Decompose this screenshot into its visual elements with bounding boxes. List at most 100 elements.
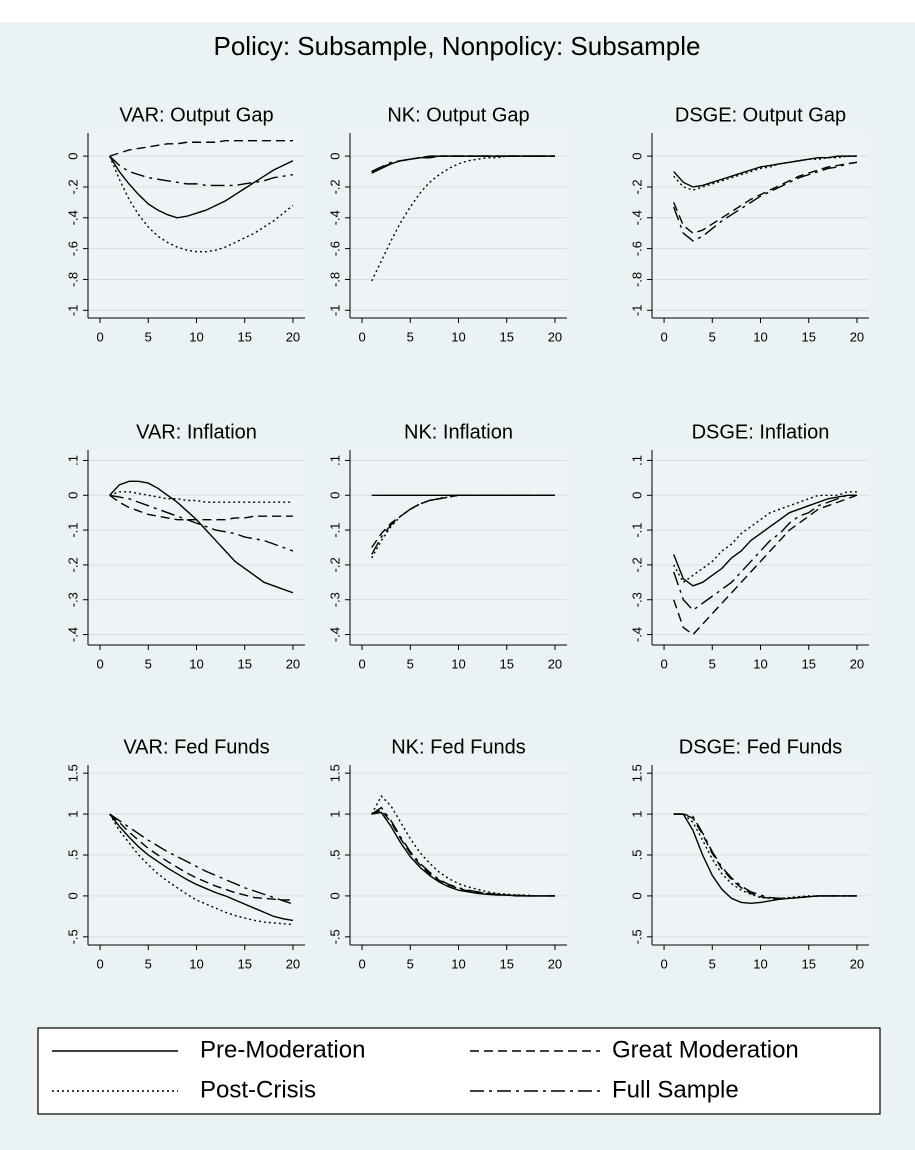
y-tick-label: .5 xyxy=(629,850,644,861)
series-line xyxy=(673,494,858,636)
x-tick-label: 15 xyxy=(499,329,513,344)
y-tick-label: -.3 xyxy=(327,592,342,607)
x-tick-label: 5 xyxy=(407,956,414,971)
x-tick-label: 15 xyxy=(801,329,815,344)
y-tick-label: -.3 xyxy=(629,592,644,607)
y-tick-label: -.6 xyxy=(65,241,80,256)
series-line xyxy=(673,155,857,191)
series-line xyxy=(673,813,857,900)
x-tick-label: 0 xyxy=(96,329,103,344)
y-tick-label: 1.5 xyxy=(327,764,342,782)
y-tick-label: -.6 xyxy=(629,241,644,256)
y-tick-label: 0 xyxy=(65,492,80,499)
x-tick-label: 0 xyxy=(358,656,365,671)
y-tick-label: .5 xyxy=(65,850,80,861)
y-tick-label: -.1 xyxy=(65,523,80,538)
panel-title: VAR: Fed Funds xyxy=(123,736,269,758)
top-strip xyxy=(0,0,915,22)
x-tick-label: 15 xyxy=(801,656,815,671)
x-tick-label: 10 xyxy=(753,329,767,344)
y-tick-label: -.4 xyxy=(327,627,342,642)
y-tick-label: 0 xyxy=(327,492,342,499)
series-line xyxy=(109,494,293,521)
x-tick-label: 0 xyxy=(358,329,365,344)
y-tick-label: -.4 xyxy=(327,210,342,225)
x-tick-label: 15 xyxy=(237,656,251,671)
plot-area xyxy=(88,133,305,318)
series-line xyxy=(109,155,294,253)
series-line xyxy=(371,494,555,555)
x-tick-label: 0 xyxy=(96,956,103,971)
series-line xyxy=(109,155,294,187)
y-tick-label: -.8 xyxy=(629,272,644,287)
series-line xyxy=(109,155,294,219)
x-tick-label: 15 xyxy=(237,329,251,344)
series-line xyxy=(673,155,857,188)
plot-area xyxy=(88,450,305,645)
y-tick-label: .5 xyxy=(327,850,342,861)
x-tick-label: 0 xyxy=(660,956,667,971)
x-tick-label: 15 xyxy=(499,656,513,671)
y-tick-label: -.4 xyxy=(629,627,644,642)
x-tick-label: 10 xyxy=(451,956,465,971)
panel-title: DSGE: Inflation xyxy=(692,421,830,443)
x-tick-label: 20 xyxy=(286,956,300,971)
x-tick-label: 5 xyxy=(709,329,716,344)
x-tick-label: 5 xyxy=(145,656,152,671)
y-tick-label: -.1 xyxy=(327,523,342,538)
y-tick-label: 1.5 xyxy=(629,764,644,782)
figure-title: Policy: Subsample, Nonpolicy: Subsample xyxy=(213,31,700,61)
y-tick-label: -.6 xyxy=(327,241,342,256)
y-tick-label: 1 xyxy=(629,810,644,817)
panel-title: DSGE: Fed Funds xyxy=(679,736,842,758)
x-tick-label: 20 xyxy=(850,329,864,344)
plot-area xyxy=(652,450,869,645)
y-tick-label: 0 xyxy=(629,492,644,499)
panel-title: DSGE: Output Gap xyxy=(675,104,846,126)
x-tick-label: 5 xyxy=(709,956,716,971)
plot-area xyxy=(350,450,567,645)
series-line xyxy=(109,480,294,594)
y-tick-label: -.1 xyxy=(629,523,644,538)
x-tick-label: 0 xyxy=(358,956,365,971)
x-tick-label: 20 xyxy=(548,956,562,971)
y-tick-label: -.4 xyxy=(65,627,80,642)
series-line xyxy=(109,140,293,157)
y-tick-label: 0 xyxy=(65,153,80,160)
series-line xyxy=(673,494,857,587)
panel-title: VAR: Output Gap xyxy=(119,104,273,126)
series-line xyxy=(371,494,555,548)
y-tick-label: .1 xyxy=(629,455,644,466)
y-tick-label: -.5 xyxy=(629,929,644,944)
x-tick-label: 10 xyxy=(189,956,203,971)
y-tick-label: 0 xyxy=(629,153,644,160)
series-line xyxy=(673,494,857,612)
y-tick-label: 0 xyxy=(327,153,342,160)
series-line xyxy=(673,491,857,584)
y-tick-label: 1 xyxy=(65,810,80,817)
y-tick-label: 1.5 xyxy=(65,764,80,782)
y-tick-label: -.5 xyxy=(65,929,80,944)
y-tick-label: -.2 xyxy=(629,179,644,194)
series-line xyxy=(673,161,858,242)
series-line xyxy=(673,813,857,900)
y-tick-label: -.2 xyxy=(327,557,342,572)
series-line xyxy=(109,813,294,922)
x-tick-label: 0 xyxy=(660,656,667,671)
x-tick-label: 10 xyxy=(451,329,465,344)
x-tick-label: 0 xyxy=(660,329,667,344)
x-tick-label: 10 xyxy=(451,656,465,671)
x-tick-label: 20 xyxy=(548,656,562,671)
series-line xyxy=(109,491,293,503)
x-tick-label: 10 xyxy=(753,656,767,671)
y-tick-label: 0 xyxy=(327,892,342,899)
panel-title: NK: Inflation xyxy=(404,421,513,443)
legend-label: Full Sample xyxy=(612,1076,739,1103)
y-tick-label: .1 xyxy=(65,455,80,466)
series-line xyxy=(109,494,294,552)
panel-title: VAR: Inflation xyxy=(136,421,257,443)
series-line xyxy=(109,813,294,905)
legend-box xyxy=(37,1027,881,1115)
